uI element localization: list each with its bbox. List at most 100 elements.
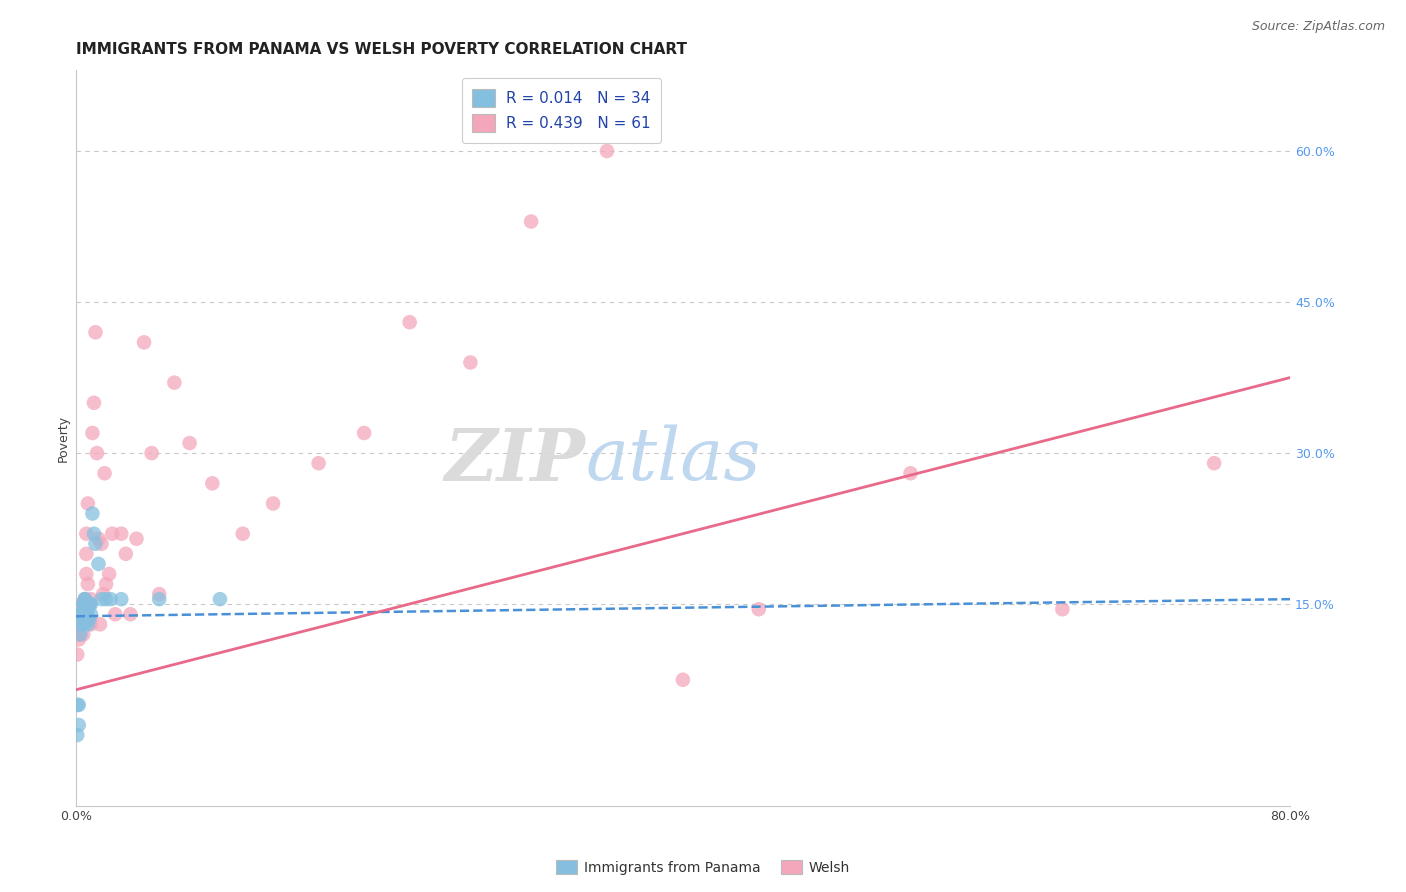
Point [101,526,124,541]
Point [87,532,110,546]
Point [353,425,375,440]
Y-axis label: Poverty: Poverty [58,415,70,461]
Point [77,577,100,591]
Point [73,607,96,622]
Point [72,607,94,622]
Point [73,592,96,607]
Point [262,496,284,510]
Point [69,617,91,632]
Point [80,617,103,632]
Point [93,467,115,481]
Point [73,592,96,607]
Point [83,396,105,410]
Point [66,648,89,662]
Point [98,566,121,581]
Point [110,526,132,541]
Point [80,597,103,611]
Point [84,326,107,340]
Point [82,425,104,440]
Point [69,607,91,622]
Point [83,526,105,541]
Point [79,612,101,626]
Point [148,592,170,607]
Point [75,566,97,581]
Point [79,597,101,611]
Point [72,597,94,611]
Point [72,597,94,611]
Point [82,507,104,521]
Point [75,547,97,561]
Text: Source: ZipAtlas.com: Source: ZipAtlas.com [1251,20,1385,33]
Text: IMMIGRANTS FROM PANAMA VS WELSH POVERTY CORRELATION CHART: IMMIGRANTS FROM PANAMA VS WELSH POVERTY … [76,42,686,57]
Point [141,446,163,460]
Point [75,597,97,611]
Point [520,214,543,228]
Point [132,335,155,350]
Point [66,627,89,641]
Point [232,526,254,541]
Point [308,456,330,470]
Point [89,617,111,632]
Point [94,577,117,591]
Point [125,532,148,546]
Point [84,537,107,551]
Point [75,526,97,541]
Point [114,547,136,561]
Point [460,355,482,369]
Point [72,617,94,632]
Point [69,627,91,641]
Point [110,592,132,607]
Point [1052,602,1074,616]
Point [179,436,201,450]
Point [79,612,101,626]
Point [70,607,93,622]
Point [69,607,91,622]
Point [163,376,186,390]
Point [77,617,100,632]
Legend: Immigrants from Panama, Welsh: Immigrants from Panama, Welsh [550,855,856,880]
Point [79,597,101,611]
Point [201,476,224,491]
Point [69,607,91,622]
Point [94,592,117,607]
Point [87,557,110,571]
Point [66,728,89,742]
Point [73,602,96,616]
Point [73,592,96,607]
Point [80,607,103,622]
Point [73,617,96,632]
Point [75,607,97,622]
Point [70,597,93,611]
Point [100,592,122,607]
Point [70,617,93,632]
Point [70,612,93,626]
Point [67,617,90,632]
Point [208,592,231,607]
Point [77,496,100,510]
Point [1204,456,1226,470]
Point [900,467,922,481]
Point [91,587,114,601]
Point [120,607,142,622]
Point [80,592,103,607]
Text: atlas: atlas [586,425,761,495]
Legend: R = 0.014   N = 34, R = 0.439   N = 61: R = 0.014 N = 34, R = 0.439 N = 61 [461,78,661,143]
Point [72,617,94,632]
Point [69,627,91,641]
Point [90,537,112,551]
Text: ZIP: ZIP [444,425,586,496]
Point [104,607,127,622]
Point [73,597,96,611]
Point [398,315,420,329]
Point [86,446,108,460]
Point [148,587,170,601]
Point [72,597,94,611]
Point [67,718,90,732]
Point [77,602,100,616]
Point [672,673,695,687]
Point [596,144,619,158]
Point [66,698,89,712]
Point [67,632,90,647]
Point [72,627,94,641]
Point [90,592,112,607]
